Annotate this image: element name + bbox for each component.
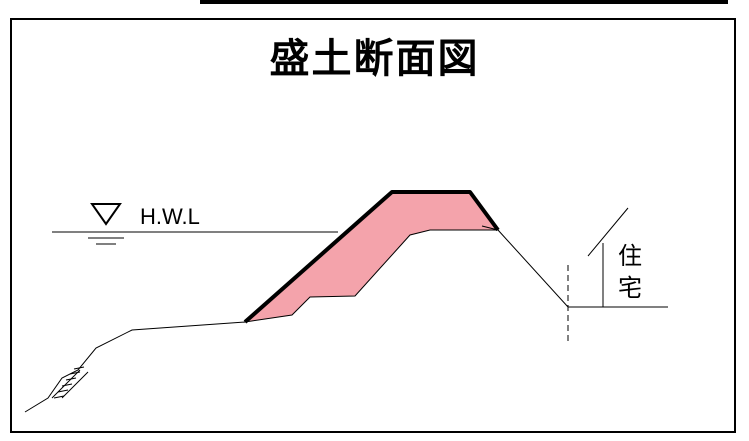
- water-level-label: H.W.L: [140, 204, 200, 229]
- house-label-2: 宅: [618, 274, 642, 302]
- house-label-1: 住: [618, 242, 642, 270]
- house-roof-line: [587, 207, 629, 257]
- top-border-bar: [200, 0, 728, 4]
- diagram-title: 盛土断面図: [269, 36, 480, 82]
- water-level-triangle-icon: [90, 203, 122, 226]
- ground-line-left: [24, 321, 246, 413]
- bank-hatching: [51, 366, 89, 399]
- landside-slope: [481, 225, 668, 308]
- revetment-line: [243, 190, 500, 324]
